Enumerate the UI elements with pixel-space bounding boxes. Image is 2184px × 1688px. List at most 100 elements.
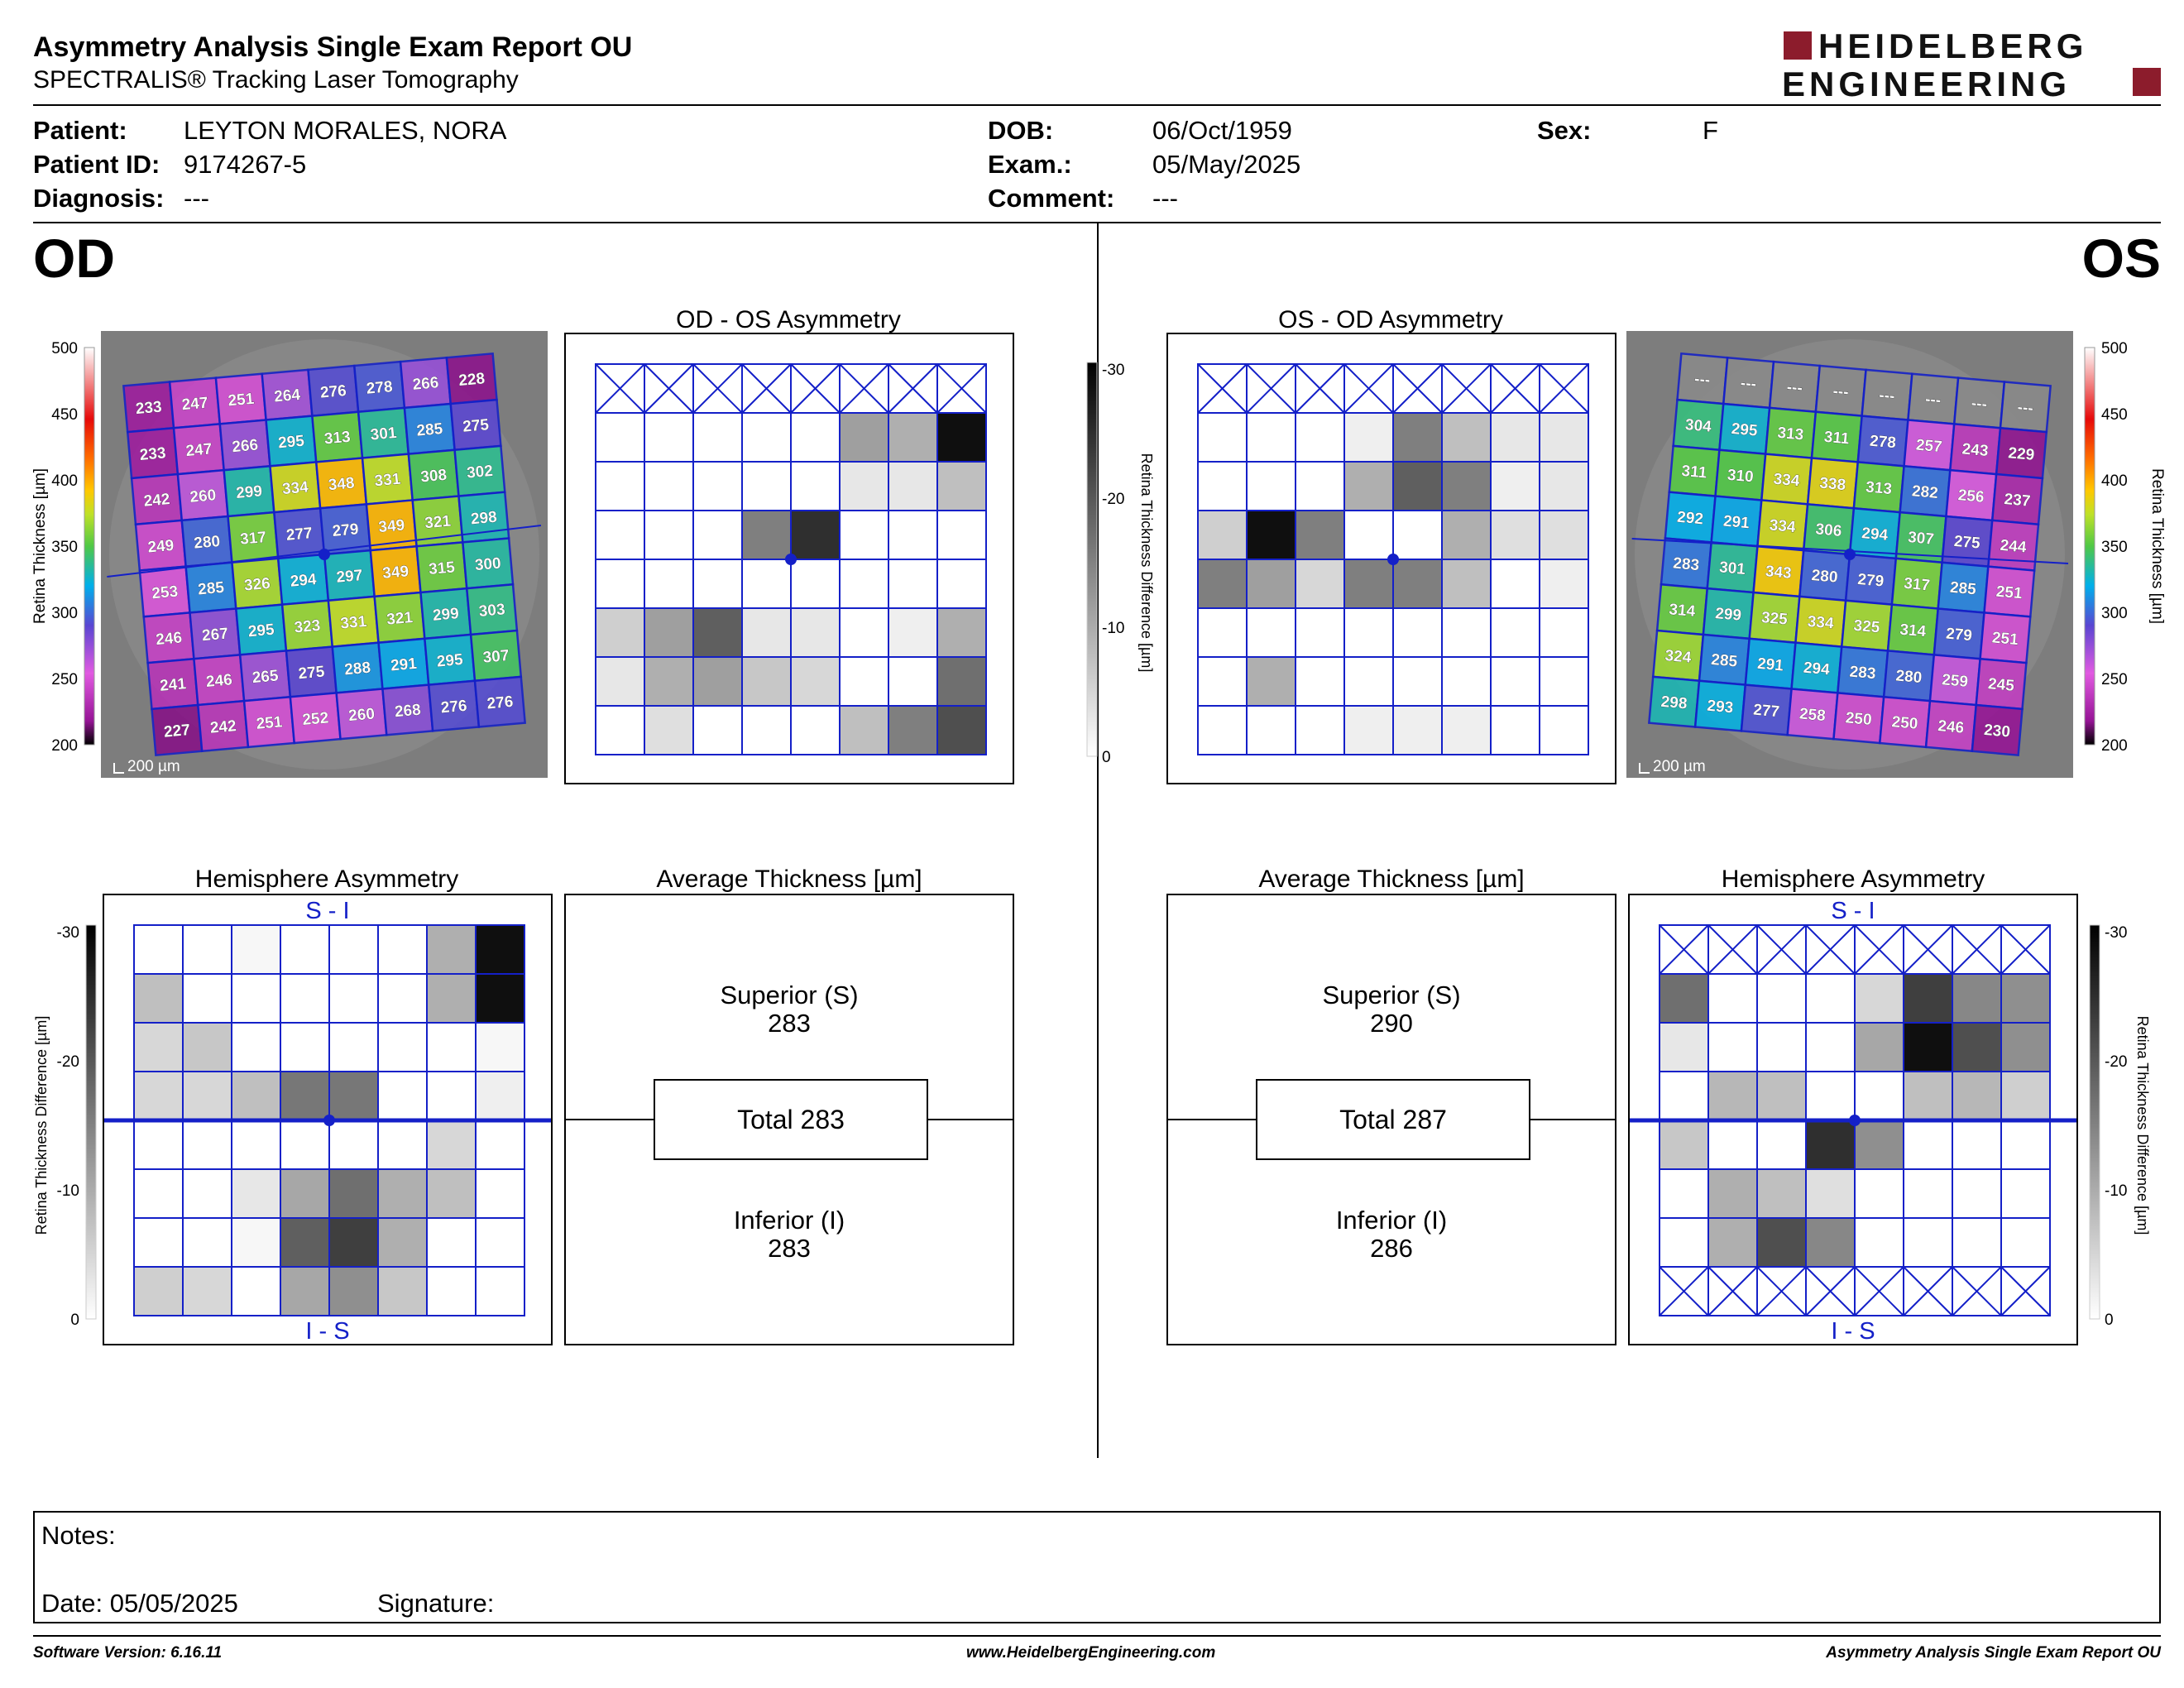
thickness-value: 315: [428, 559, 456, 578]
grid-cell: [182, 1022, 232, 1072]
thickness-value: ---: [1878, 386, 1895, 405]
grid-cell: [644, 705, 694, 755]
grid-cell: [741, 656, 792, 707]
thickness-value: 300: [474, 554, 501, 574]
thickness-value: 258: [1798, 705, 1826, 725]
cross-line: [1707, 1266, 1758, 1316]
grid-cell: [1295, 412, 1345, 463]
grid-cell: [1441, 705, 1492, 755]
date-label: Date: 05/05/2025: [41, 1589, 238, 1618]
thickness-value: 297: [336, 567, 363, 587]
thickness-tick-label: 250: [2101, 671, 2128, 688]
grid-cell: [1295, 510, 1345, 560]
thickness-value: 245: [1987, 675, 2015, 695]
thickness-tick-label: 400: [2101, 472, 2128, 490]
diff-tick-label: -30: [1102, 362, 1124, 379]
cross-line: [1952, 924, 2002, 975]
grid-cell: [426, 1022, 477, 1072]
grid-cell: [741, 510, 792, 560]
os-inferior-label: Inferior (I): [1335, 1206, 1448, 1235]
thickness-value: 343: [1765, 563, 1792, 583]
thickness-value: 283: [1849, 664, 1876, 683]
thickness-value: 314: [1669, 601, 1697, 621]
sex-label: Sex:: [1537, 116, 1592, 145]
thickness-tick-label: 300: [51, 605, 78, 622]
thickness-tick-label: 400: [51, 472, 78, 490]
diff-axis-label: Retina Thickness Difference [µm]: [1138, 453, 1155, 673]
grid-cell: [1441, 510, 1492, 560]
grid-cell: [426, 973, 477, 1024]
grid-cell: [231, 924, 281, 975]
website-link[interactable]: www.HeidelbergEngineering.com: [966, 1644, 1216, 1662]
grid-cell: [888, 412, 938, 463]
grid-cell: [1539, 510, 1589, 560]
grid-cell: [790, 461, 841, 511]
thickness-value: 288: [344, 659, 371, 679]
thickness-tick-label: 200: [2101, 737, 2128, 755]
logo-line1: HEIDELBERG: [1818, 28, 2087, 65]
grid-cell: [133, 1217, 184, 1268]
thickness-value: 233: [135, 398, 162, 418]
diff-tick-label: -10: [2105, 1182, 2127, 1200]
grid-cell: [1343, 412, 1394, 463]
thickness-tick-label: 350: [2101, 539, 2128, 556]
cross-line: [2000, 1266, 2051, 1316]
thickness-value: 276: [319, 382, 347, 402]
grid-cell: [1854, 973, 1904, 1024]
grid-cell: [936, 412, 987, 463]
thickness-value: 257: [1915, 437, 1942, 457]
scan-line: [1631, 537, 2069, 565]
thickness-tick-label: 450: [51, 406, 78, 424]
thickness-value: 242: [209, 717, 237, 737]
thickness-tick-label: 450: [2101, 406, 2128, 424]
diff-axis-label: Retina Thickness Difference [µm]: [33, 1016, 50, 1235]
signature-label: Signature:: [377, 1589, 495, 1618]
grid-cell: [1659, 973, 1709, 1024]
grid-cell: [1392, 559, 1443, 609]
grid-cell: [2000, 1022, 2051, 1072]
scale-bar: [113, 763, 124, 774]
fovea-marker: [785, 554, 797, 565]
grid-cell: [426, 1266, 477, 1316]
thickness-value: 326: [243, 575, 271, 595]
thickness-value: 249: [147, 537, 175, 557]
grid-cell: [692, 607, 743, 658]
patient-id: 9174267-5: [184, 150, 307, 179]
grid-cell: [595, 705, 645, 755]
software-version: Software Version: 6.16.11: [33, 1644, 223, 1662]
grid-cell: [1805, 1120, 1856, 1170]
grid-cell: [888, 559, 938, 609]
thickness-value: 279: [332, 520, 359, 540]
thickness-tick-label: 200: [51, 737, 78, 755]
cross-line: [1539, 363, 1589, 414]
thickness-value: 295: [1731, 420, 1759, 440]
diff-tick-label: 0: [2105, 1312, 2114, 1329]
thickness-value: 314: [1899, 621, 1928, 641]
cross-line: [1441, 363, 1492, 414]
grid-cell: [1197, 705, 1248, 755]
thickness-value: 260: [347, 705, 375, 725]
grid-cell: [1490, 559, 1540, 609]
grid-cell: [1659, 1120, 1709, 1170]
patient-divider: [33, 222, 2161, 223]
grid-cell: [1246, 559, 1296, 609]
grid-cell: [1295, 705, 1345, 755]
grid-cell: [231, 1217, 281, 1268]
grid-cell: [1197, 510, 1248, 560]
thickness-value: 323: [294, 617, 321, 637]
grid-cell: [1805, 1022, 1856, 1072]
grid-cell: [475, 1022, 525, 1072]
grid-cell: [741, 412, 792, 463]
grid-cell: [1707, 1120, 1758, 1170]
thickness-value: 349: [378, 516, 405, 536]
center-diff-colorbar: -30 -20 -10 0 Retina Thickness Difference [µ…: [1075, 339, 1166, 786]
thickness-tick-label: 350: [51, 539, 78, 556]
grid-cell: [692, 461, 743, 511]
grid-cell: [790, 412, 841, 463]
thickness-value: 230: [1983, 722, 2010, 741]
grid-cell: [133, 924, 184, 975]
grid-cell: [1539, 412, 1589, 463]
thickness-value: 251: [256, 713, 284, 733]
os-hemi-colorbar: -30 -20 -10 0 Retina Thickness Difference [µ…: [2078, 902, 2169, 1349]
cross-line: [1805, 924, 1856, 975]
